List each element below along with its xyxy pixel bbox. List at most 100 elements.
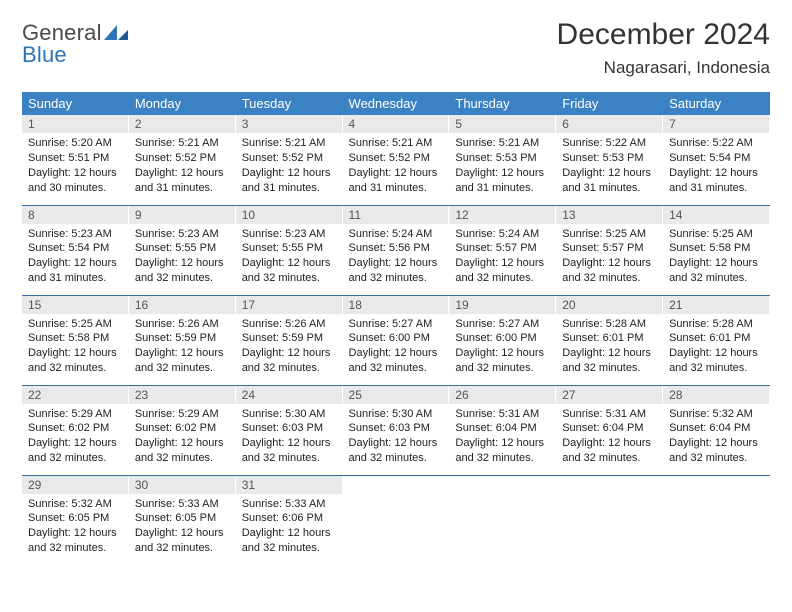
calendar-cell [663, 475, 770, 565]
daylight-line: Daylight: 12 hours and 32 minutes. [135, 346, 230, 376]
weekday-header: Saturday [663, 92, 770, 115]
daylight-line: Daylight: 12 hours and 32 minutes. [562, 256, 657, 286]
sunrise-line: Sunrise: 5:21 AM [455, 136, 550, 151]
day-details: Sunrise: 5:29 AMSunset: 6:02 PMDaylight:… [22, 404, 129, 470]
daylight-line: Daylight: 12 hours and 32 minutes. [669, 436, 764, 466]
day-number: 30 [129, 476, 236, 494]
weekday-header: Monday [129, 92, 236, 115]
calendar-cell: 17Sunrise: 5:26 AMSunset: 5:59 PMDayligh… [236, 295, 343, 385]
sunset-line: Sunset: 5:52 PM [242, 151, 337, 166]
day-details: Sunrise: 5:21 AMSunset: 5:52 PMDaylight:… [236, 133, 343, 199]
day-details: Sunrise: 5:23 AMSunset: 5:55 PMDaylight:… [236, 224, 343, 290]
sunrise-line: Sunrise: 5:25 AM [562, 227, 657, 242]
day-number: 10 [236, 206, 343, 224]
sunrise-line: Sunrise: 5:23 AM [242, 227, 337, 242]
calendar-cell: 26Sunrise: 5:31 AMSunset: 6:04 PMDayligh… [449, 385, 556, 475]
calendar-cell: 19Sunrise: 5:27 AMSunset: 6:00 PMDayligh… [449, 295, 556, 385]
day-number: 7 [663, 115, 770, 133]
sunset-line: Sunset: 5:53 PM [562, 151, 657, 166]
daylight-line: Daylight: 12 hours and 31 minutes. [562, 166, 657, 196]
calendar-cell: 6 Sunrise: 5:22 AMSunset: 5:53 PMDaylight… [556, 115, 663, 205]
sunset-line: Sunset: 6:00 PM [349, 331, 444, 346]
day-number: 2 [129, 115, 236, 133]
daylight-line: Daylight: 12 hours and 32 minutes. [455, 256, 550, 286]
daylight-line: Daylight: 12 hours and 32 minutes. [242, 436, 337, 466]
sunrise-line: Sunrise: 5:33 AM [135, 497, 230, 512]
calendar-cell: 11Sunrise: 5:24 AMSunset: 5:56 PMDayligh… [343, 205, 450, 295]
day-number: 6 [556, 115, 663, 133]
calendar-cell: 23Sunrise: 5:29 AMSunset: 6:02 PMDayligh… [129, 385, 236, 475]
weekday-header: Sunday [22, 92, 129, 115]
weekday-header-row: Sunday Monday Tuesday Wednesday Thursday… [22, 92, 770, 115]
daylight-line: Daylight: 12 hours and 32 minutes. [135, 436, 230, 466]
day-number: 28 [663, 386, 770, 404]
sunrise-line: Sunrise: 5:22 AM [562, 136, 657, 151]
sunset-line: Sunset: 6:01 PM [669, 331, 764, 346]
sunset-line: Sunset: 5:58 PM [28, 331, 123, 346]
daylight-line: Daylight: 12 hours and 32 minutes. [455, 436, 550, 466]
day-details: Sunrise: 5:26 AMSunset: 5:59 PMDaylight:… [129, 314, 236, 380]
calendar-cell: 12Sunrise: 5:24 AMSunset: 5:57 PMDayligh… [449, 205, 556, 295]
sunset-line: Sunset: 6:06 PM [242, 511, 337, 526]
brand-logo: General Blue [22, 18, 130, 68]
daylight-line: Daylight: 12 hours and 32 minutes. [562, 346, 657, 376]
day-details: Sunrise: 5:32 AMSunset: 6:04 PMDaylight:… [663, 404, 770, 470]
calendar-cell: 5Sunrise: 5:21 AMSunset: 5:53 PMDaylight… [449, 115, 556, 205]
sunrise-line: Sunrise: 5:26 AM [242, 317, 337, 332]
day-number: 29 [22, 476, 129, 494]
calendar-cell: 18Sunrise: 5:27 AMSunset: 6:00 PMDayligh… [343, 295, 450, 385]
day-number: 9 [129, 206, 236, 224]
calendar-table: Sunday Monday Tuesday Wednesday Thursday… [22, 92, 770, 565]
daylight-line: Daylight: 12 hours and 32 minutes. [28, 346, 123, 376]
daylight-line: Daylight: 12 hours and 32 minutes. [349, 346, 444, 376]
sunset-line: Sunset: 5:53 PM [455, 151, 550, 166]
sunrise-line: Sunrise: 5:24 AM [455, 227, 550, 242]
sunset-line: Sunset: 6:02 PM [135, 421, 230, 436]
daylight-line: Daylight: 12 hours and 32 minutes. [669, 256, 764, 286]
sunset-line: Sunset: 6:04 PM [562, 421, 657, 436]
day-details: Sunrise: 5:25 AMSunset: 5:58 PMDaylight:… [663, 224, 770, 290]
calendar-cell: 14Sunrise: 5:25 AMSunset: 5:58 PMDayligh… [663, 205, 770, 295]
sunrise-line: Sunrise: 5:28 AM [669, 317, 764, 332]
day-number: 8 [22, 206, 129, 224]
sunset-line: Sunset: 5:59 PM [242, 331, 337, 346]
calendar-row: 1Sunrise: 5:20 AMSunset: 5:51 PMDaylight… [22, 115, 770, 205]
sunrise-line: Sunrise: 5:32 AM [669, 407, 764, 422]
day-details: Sunrise: 5:23 AMSunset: 5:55 PMDaylight:… [129, 224, 236, 290]
sunset-line: Sunset: 5:55 PM [135, 241, 230, 256]
day-number: 18 [343, 296, 450, 314]
day-number: 11 [343, 206, 450, 224]
day-details: Sunrise: 5:30 AMSunset: 6:03 PMDaylight:… [343, 404, 450, 470]
day-details: Sunrise: 5:26 AMSunset: 5:59 PMDaylight:… [236, 314, 343, 380]
sunrise-line: Sunrise: 5:20 AM [28, 136, 123, 151]
day-details: Sunrise: 5:24 AMSunset: 5:56 PMDaylight:… [343, 224, 450, 290]
day-details: Sunrise: 5:21 AMSunset: 5:52 PMDaylight:… [343, 133, 450, 199]
day-details: Sunrise: 5:33 AMSunset: 6:05 PMDaylight:… [129, 494, 236, 560]
sunrise-line: Sunrise: 5:22 AM [669, 136, 764, 151]
calendar-row: 22Sunrise: 5:29 AMSunset: 6:02 PMDayligh… [22, 385, 770, 475]
day-details: Sunrise: 5:27 AMSunset: 6:00 PMDaylight:… [449, 314, 556, 380]
calendar-cell: 21Sunrise: 5:28 AMSunset: 6:01 PMDayligh… [663, 295, 770, 385]
sunrise-line: Sunrise: 5:29 AM [28, 407, 123, 422]
sunrise-line: Sunrise: 5:23 AM [28, 227, 123, 242]
day-details: Sunrise: 5:31 AMSunset: 6:04 PMDaylight:… [449, 404, 556, 470]
page-header: General Blue December 2024 Nagarasari, I… [22, 18, 770, 78]
day-details: Sunrise: 5:25 AMSunset: 5:58 PMDaylight:… [22, 314, 129, 380]
daylight-line: Daylight: 12 hours and 32 minutes. [135, 526, 230, 556]
daylight-line: Daylight: 12 hours and 31 minutes. [349, 166, 444, 196]
sunrise-line: Sunrise: 5:25 AM [28, 317, 123, 332]
calendar-cell: 28Sunrise: 5:32 AMSunset: 6:04 PMDayligh… [663, 385, 770, 475]
day-number: 19 [449, 296, 556, 314]
sunset-line: Sunset: 6:03 PM [349, 421, 444, 436]
day-number: 15 [22, 296, 129, 314]
day-number: 12 [449, 206, 556, 224]
sunrise-line: Sunrise: 5:21 AM [349, 136, 444, 151]
sunrise-line: Sunrise: 5:21 AM [135, 136, 230, 151]
daylight-line: Daylight: 12 hours and 31 minutes. [455, 166, 550, 196]
day-number: 16 [129, 296, 236, 314]
calendar-cell: 10Sunrise: 5:23 AMSunset: 5:55 PMDayligh… [236, 205, 343, 295]
daylight-line: Daylight: 12 hours and 32 minutes. [28, 526, 123, 556]
day-number: 21 [663, 296, 770, 314]
month-title: December 2024 [557, 18, 770, 52]
sunset-line: Sunset: 6:05 PM [135, 511, 230, 526]
